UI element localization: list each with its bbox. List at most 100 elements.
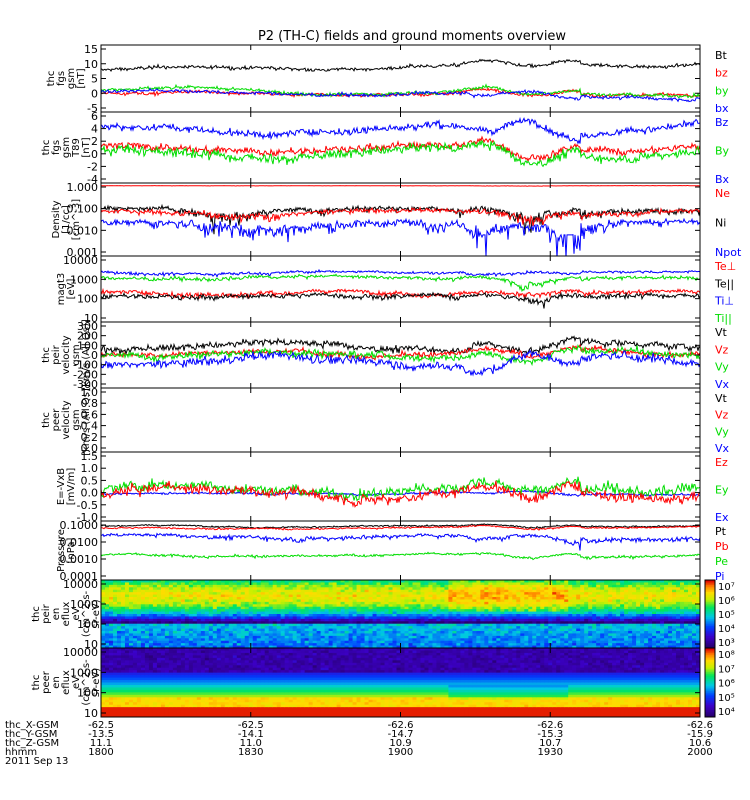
legend-entry: Ex (715, 511, 729, 524)
y-axis-label: thc (41, 412, 52, 428)
y-axis-label: gsm (71, 344, 82, 365)
y-tick-label: 100 (77, 339, 98, 352)
y-tick-label: 1.0 (81, 462, 99, 475)
y-tick-label: 0.0001 (60, 570, 99, 583)
legend-entry: Vz (715, 409, 729, 422)
colorbar-tick-label: 10⁶ (718, 679, 735, 690)
y-tick-label: 200 (77, 330, 98, 343)
y-axis-label: T89 (71, 138, 82, 158)
y-axis-label: [mV/m] (66, 468, 77, 506)
panel-frame (100, 387, 701, 453)
y-tick-label: 0.0 (81, 487, 99, 500)
x-tick-value: -62.6 (537, 720, 563, 731)
series-bx (101, 87, 700, 103)
spectrogram (101, 648, 700, 717)
colorbar: 10⁷ 10⁶ 10⁵ 10⁴ 10³ (704, 579, 735, 649)
y-tick-label: -0.5 (77, 499, 98, 512)
y-axis-label: peir (41, 603, 52, 623)
legend-entry: Pe (715, 555, 728, 568)
y-tick-label: 10 (84, 638, 98, 651)
y-tick-label: 2 (91, 135, 98, 148)
y-axis-label: gsm (61, 137, 72, 158)
x-axis-annotation: thc_X-GSM -62.5 -62.5 -62.6 -62.6 -62.6 thc_Y-… (5, 720, 713, 767)
y-tick-label: 10 (84, 312, 98, 325)
legend-entry: Ti|| (714, 312, 732, 325)
y-tick-label: 1.000 (67, 181, 99, 194)
y-axis-label: [km/s (All Qs)] (81, 319, 92, 391)
y-axis-label: (cm^2-s- (81, 659, 92, 706)
y-tick-label: -100 (73, 359, 98, 372)
colorbar-tick-label: 10⁵ (718, 693, 735, 704)
x-tick-value: -62.5 (88, 720, 114, 731)
panel-frame (100, 520, 701, 581)
y-tick-label: -2 (87, 160, 98, 173)
x-row-label: thc_X-GSM (5, 720, 59, 731)
y-tick-label: 0.0010 (60, 553, 99, 566)
x-tick-value: -62.6 (687, 720, 713, 731)
colorbar-tick-label: 10⁴ (718, 624, 735, 635)
y-tick-label: -5 (87, 102, 98, 115)
colorbar-tick-label: 10⁴ (718, 707, 735, 718)
y-axis-label: [km/s (All Qs)] (81, 384, 92, 456)
y-axis-label: fgs (56, 71, 67, 86)
panel-10: 10⁸ 10⁷ 10⁶ 10⁵ 10⁴ 10000 1000 100 10 thc peer en ef… (31, 646, 735, 720)
colorbar-tick-label: 10³ (718, 638, 735, 649)
legend-entry: Pb (715, 540, 729, 553)
y-axis-label: peir (51, 344, 62, 364)
y-axis-label: fgs (51, 140, 62, 155)
y-tick-label: 1.5 (81, 450, 99, 463)
series-by (101, 83, 700, 99)
y-axis-label: en (51, 608, 62, 621)
legend-entry: Vx (715, 442, 730, 455)
y-axis-label: [nT] (76, 68, 87, 88)
series-te⊥ (101, 287, 700, 300)
colorbar-tick-label: 10⁶ (718, 596, 735, 607)
series-pi (101, 532, 700, 551)
y-tick-label: 0.0 (81, 442, 99, 455)
y-axis-label: [cm^-3] (71, 199, 82, 240)
y-tick-label: 0.4 (81, 420, 99, 433)
y-tick-label: 10000 (63, 254, 98, 267)
y-tick-label: 4 (91, 123, 98, 136)
colorbar-tick-label: 10⁸ (718, 650, 735, 661)
legend-entry: Vy (715, 361, 729, 374)
legend-entry: Vy (715, 425, 729, 438)
y-axis-label: thc (41, 140, 52, 156)
x-tick-value: -14.1 (238, 729, 264, 740)
legend-entry: Vz (715, 343, 729, 356)
series-bx (101, 139, 700, 168)
x-tick-value: 11.1 (90, 738, 112, 749)
y-tick-label: 0.1000 (60, 519, 99, 532)
colorbar-tick-label: 10⁵ (718, 610, 735, 621)
y-axis-label: velocity (61, 400, 72, 439)
x-tick-value: -62.5 (238, 720, 264, 731)
panel-frame (100, 44, 701, 113)
legend-entry: Bz (715, 116, 729, 129)
colorbar-tick-label: 10⁷ (718, 664, 735, 675)
y-axis-label: (cm^2-s- (81, 590, 92, 637)
x-tick-value: 10.7 (539, 738, 561, 749)
colorbar-tick-label: 10⁷ (718, 582, 735, 593)
x-tick-value: -14.7 (388, 729, 414, 740)
x-tick-value: 2000 (687, 747, 712, 758)
series-vz (101, 343, 700, 362)
x-row-label: thc_Y-GSM (5, 729, 57, 740)
y-tick-label: 10 (84, 58, 98, 71)
y-axis-label: thc (31, 606, 42, 622)
series-ti|| (101, 273, 700, 293)
legend-entry: by (715, 84, 729, 97)
y-axis-label: E=-VxB (56, 468, 67, 505)
y-tick-label: 100 (77, 618, 98, 631)
y-tick-label: 0.6 (81, 408, 99, 421)
x-row-label: hhmm (5, 747, 37, 758)
legend-entry: Ni (715, 217, 726, 230)
y-tick-label: -1.0 (77, 511, 98, 524)
series-vt (101, 335, 700, 356)
y-tick-label: 1.0 (81, 386, 99, 399)
y-axis-label: [nPa] (66, 537, 77, 563)
series-pb (101, 524, 700, 531)
